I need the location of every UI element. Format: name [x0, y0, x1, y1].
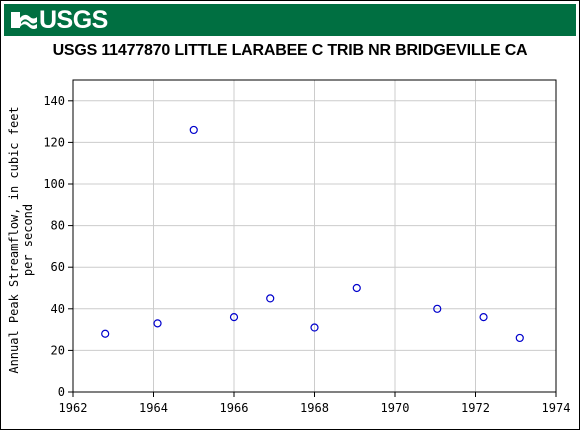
- data-point: [153, 319, 162, 328]
- x-tick-label: 1972: [461, 401, 490, 415]
- y-tick-label: 60: [51, 260, 65, 274]
- data-points: [101, 125, 524, 343]
- y-tick-label: 40: [51, 302, 65, 316]
- y-axis-label-line-1: Annual Peak Streamflow, in cubic feet: [7, 106, 21, 373]
- data-point: [515, 333, 524, 343]
- data-point: [352, 283, 361, 293]
- y-tick-label: 120: [43, 135, 65, 149]
- y-tick-label: 20: [51, 343, 65, 357]
- data-point: [433, 304, 442, 313]
- chart-title: USGS 11477870 LITTLE LARABEE C TRIB NR B…: [52, 42, 528, 59]
- x-tick-label: 1970: [381, 401, 410, 415]
- grid-lines: [73, 80, 556, 392]
- data-point: [479, 313, 488, 322]
- x-axis-ticks: 1962 1964 1966 1968 1970 1972 1974: [59, 392, 571, 415]
- y-axis-ticks: 0 20 40 60 80 100 120 140: [43, 94, 73, 399]
- x-tick-label: 1974: [542, 401, 571, 415]
- data-point: [310, 323, 319, 332]
- usgs-logo-text: USGS: [39, 6, 108, 34]
- data-point: [101, 329, 110, 338]
- usgs-wave-icon: [11, 12, 37, 30]
- y-tick-label: 80: [51, 219, 65, 233]
- data-point: [229, 313, 239, 322]
- y-tick-label: 140: [43, 94, 65, 108]
- data-point: [266, 294, 275, 303]
- y-tick-label: 100: [43, 177, 65, 191]
- usgs-banner: USGS: [4, 4, 576, 36]
- y-axis-label-line-2: per second: [21, 204, 35, 276]
- y-tick-label: 0: [58, 385, 65, 399]
- data-point: [189, 125, 198, 135]
- x-tick-label: 1962: [59, 401, 88, 415]
- usgs-logo[interactable]: USGS: [10, 6, 108, 34]
- y-axis-label: Annual Peak Streamflow, in cubic feet pe…: [7, 106, 35, 373]
- x-tick-label: 1966: [220, 401, 249, 415]
- x-tick-label: 1964: [139, 401, 168, 415]
- x-tick-label: 1968: [300, 401, 329, 415]
